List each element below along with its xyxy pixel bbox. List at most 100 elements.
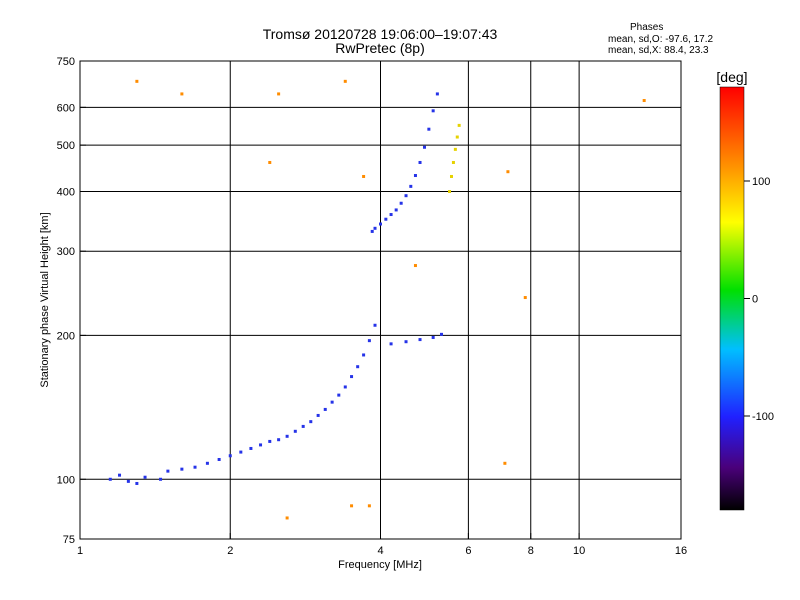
data-point (506, 170, 510, 174)
data-point (523, 296, 527, 300)
data-point (389, 342, 393, 346)
data-point (135, 481, 139, 485)
data-point (422, 145, 426, 149)
data-point (379, 222, 382, 226)
x-tick-label: 8 (528, 545, 534, 557)
data-point (193, 465, 197, 469)
data-point (205, 461, 209, 465)
data-point (108, 477, 112, 481)
data-point (166, 469, 170, 473)
data-point (367, 339, 371, 343)
y-tick-label: 300 (57, 246, 75, 258)
colorbar-tick-label: 0 (752, 294, 758, 306)
data-point (337, 393, 341, 397)
data-point (440, 332, 444, 336)
data-point (277, 92, 281, 96)
y-tick-label: 750 (57, 56, 75, 68)
data-point (457, 123, 461, 127)
y-tick-label: 500 (57, 140, 75, 152)
data-point (431, 109, 435, 113)
data-point (394, 208, 398, 212)
y-tick-label: 200 (57, 330, 75, 342)
x-tick-label: 6 (465, 545, 471, 557)
colorbar-tick-label: -100 (752, 411, 774, 423)
data-point (228, 454, 232, 458)
data-point (404, 340, 408, 344)
data-point (373, 323, 377, 327)
data-point (217, 457, 221, 461)
data-point (503, 461, 507, 465)
data-point (409, 184, 413, 188)
axis-ticks (79, 60, 682, 540)
data-point (367, 504, 371, 508)
data-point (362, 174, 366, 178)
data-point (135, 79, 139, 83)
data-point (451, 160, 455, 164)
y-tick-label: 600 (57, 102, 75, 114)
data-point (373, 226, 377, 230)
data-point (427, 127, 431, 131)
data-point (159, 477, 163, 481)
data-point (453, 147, 457, 151)
colorbar-label: [deg] (716, 69, 747, 85)
phases-heading: Phases (630, 22, 664, 33)
data-point (399, 201, 403, 205)
data-point (316, 413, 320, 417)
data-point (126, 479, 130, 483)
data-point (418, 160, 422, 164)
data-point (323, 407, 327, 411)
data-point (362, 353, 366, 357)
data-point (448, 189, 452, 193)
data-point (431, 335, 435, 339)
data-point (370, 229, 374, 233)
data-point (293, 429, 297, 433)
colorbar-ticks: -100 0 100 (744, 176, 774, 423)
data-point (285, 434, 289, 438)
data-point (180, 467, 184, 471)
data-point (413, 264, 417, 268)
phases-x-mode: mean, sd,X: 88.4, 23.3 (608, 45, 709, 56)
x-axis-label: Frequency [MHz] (338, 559, 422, 571)
colorbar (719, 86, 745, 511)
y-tick-labels: 75 100 200 300 400 500 600 750 (57, 56, 75, 546)
chart-title-line2: RwPretec (8p) (335, 40, 425, 56)
data-point (413, 174, 417, 178)
data-point (259, 443, 263, 447)
x-tick-label: 2 (227, 545, 233, 557)
data-point (418, 338, 422, 342)
x-tick-label: 16 (675, 545, 687, 557)
data-point (301, 424, 305, 428)
data-point (143, 475, 147, 479)
y-tick-label: 75 (63, 534, 75, 546)
data-point (268, 439, 272, 443)
data-point (277, 438, 281, 442)
data-point (389, 213, 393, 217)
data-point (309, 420, 313, 424)
data-point (455, 135, 459, 139)
data-point (350, 375, 354, 379)
data-point (449, 174, 453, 178)
y-tick-label: 100 (57, 474, 75, 486)
data-point (268, 160, 272, 164)
chart-title-line1: Tromsø 20120728 19:06:00–19:07:43 (262, 26, 498, 42)
data-point (435, 92, 439, 96)
data-point (404, 194, 408, 198)
y-tick-label: 400 (57, 186, 75, 198)
data-point (285, 516, 289, 520)
data-point (330, 400, 334, 404)
data-point (642, 99, 646, 103)
grid-lines (80, 61, 681, 539)
x-tick-label: 1 (77, 545, 83, 557)
data-point (343, 385, 347, 389)
data-point (249, 446, 253, 450)
data-point (384, 217, 388, 221)
phases-o-mode: mean, sd,O: -97.6, 17.2 (608, 34, 714, 45)
x-tick-labels: 1 2 4 6 8 10 16 (77, 545, 687, 557)
data-point (356, 365, 360, 369)
y-axis-label: Stationary phase Virtual Height [km] (39, 212, 51, 387)
data-point (350, 504, 354, 508)
data-point (180, 92, 184, 96)
data-point (118, 473, 122, 477)
data-point (239, 450, 243, 454)
colorbar-tick-label: 100 (752, 176, 770, 188)
